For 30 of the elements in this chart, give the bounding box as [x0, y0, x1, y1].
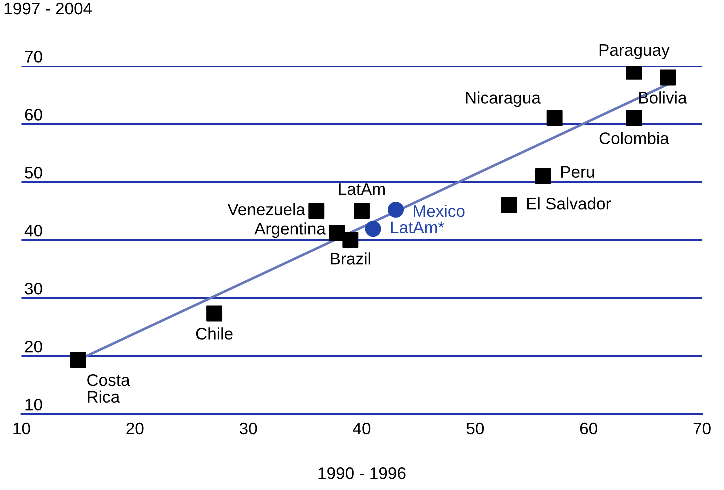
annotation: Bolivia [640, 92, 688, 104]
y-tick-label: 10 [26, 398, 42, 411]
annotation: Argentina [254, 222, 326, 238]
annotation: Brazil [331, 252, 370, 265]
annotation: LatAm [339, 184, 385, 196]
x-tick-label: 50 [466, 422, 484, 435]
y-tick-label: 50 [25, 167, 42, 179]
y-tick-label: 60 [25, 109, 42, 121]
annotation: Venezuela [228, 203, 306, 216]
y-tick-label: 70 [25, 51, 42, 63]
x-tick-label: 20 [126, 422, 144, 435]
annotation: Chile [196, 328, 233, 340]
x-tick-label: 70 [694, 422, 711, 435]
y-tick-label: 30 [25, 282, 42, 295]
annotation: LatAm* [391, 222, 444, 234]
y-axis-title: 1997 - 2004 [4, 2, 92, 15]
annotation: Mexico [414, 204, 465, 218]
x-axis-title: 1990 - 1996 [318, 468, 406, 480]
x-tick-label: 10 [14, 422, 30, 435]
x-tick-label: 40 [353, 422, 371, 435]
annotation: El Salvador [527, 198, 612, 210]
x-tick-label: 30 [240, 422, 258, 435]
annotation: Costa Rica [88, 374, 130, 403]
annotation: Peru [562, 166, 594, 178]
x-tick-label: 60 [580, 422, 598, 435]
annotation: Colombia [600, 132, 670, 144]
annotation: Nicaragua [466, 92, 541, 108]
annotation: Paraguay [600, 44, 670, 60]
y-tick-label: 20 [25, 340, 42, 353]
y-tick-label: 40 [24, 225, 42, 237]
